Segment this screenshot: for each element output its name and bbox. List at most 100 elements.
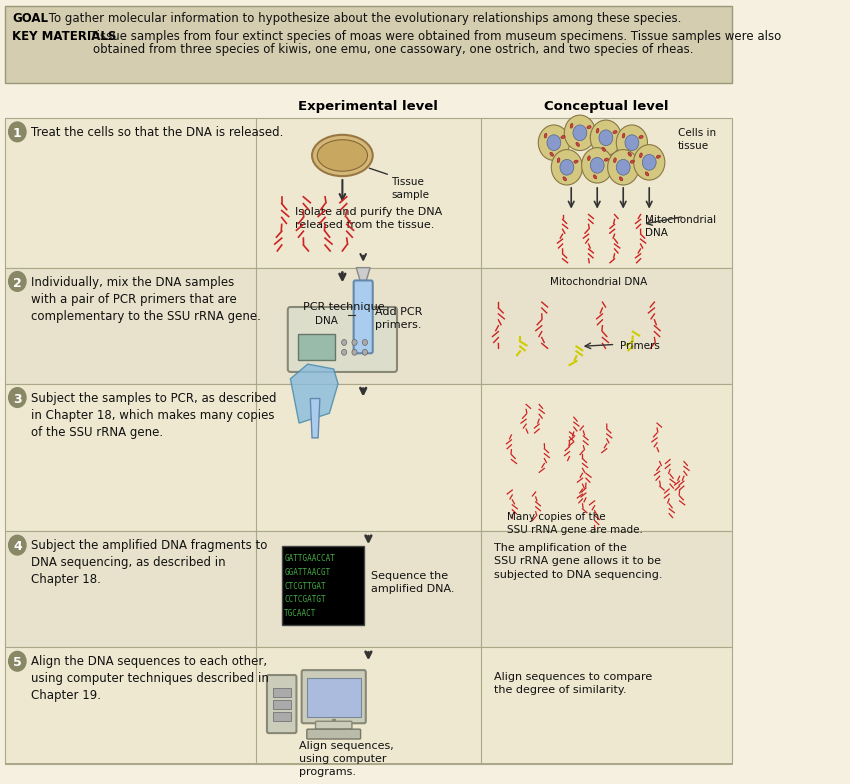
FancyBboxPatch shape	[307, 729, 360, 739]
Text: 1: 1	[13, 127, 22, 140]
Ellipse shape	[620, 177, 623, 181]
Ellipse shape	[645, 172, 649, 176]
Text: Tissue samples from four extinct species of moas were obtained from museum speci: Tissue samples from four extinct species…	[86, 30, 781, 42]
Text: Primers: Primers	[620, 342, 660, 351]
Ellipse shape	[628, 152, 632, 156]
Circle shape	[362, 350, 367, 355]
Circle shape	[616, 159, 630, 175]
Text: GOAL: GOAL	[12, 12, 48, 25]
Text: GGATTAACGT: GGATTAACGT	[284, 568, 331, 577]
Circle shape	[564, 115, 596, 151]
Ellipse shape	[639, 136, 643, 139]
Ellipse shape	[630, 160, 634, 163]
Ellipse shape	[544, 133, 547, 138]
FancyBboxPatch shape	[354, 281, 372, 354]
Circle shape	[643, 154, 656, 170]
Text: 4: 4	[13, 540, 22, 554]
Text: 3: 3	[13, 393, 21, 405]
Ellipse shape	[593, 175, 597, 179]
Ellipse shape	[557, 158, 560, 162]
Text: Align the DNA sequences to each other,
using computer techniques described in
Ch: Align the DNA sequences to each other, u…	[31, 655, 269, 702]
FancyBboxPatch shape	[273, 688, 291, 697]
Text: Cells in
tissue: Cells in tissue	[677, 128, 716, 151]
Circle shape	[8, 122, 26, 142]
FancyBboxPatch shape	[5, 118, 732, 267]
Circle shape	[342, 339, 347, 346]
Circle shape	[342, 350, 347, 355]
Ellipse shape	[550, 152, 553, 156]
Circle shape	[362, 339, 367, 346]
Ellipse shape	[576, 143, 580, 147]
Text: Experimental level: Experimental level	[298, 100, 439, 114]
Text: To gather molecular information to hypothesize about the evolutionary relationsh: To gather molecular information to hypot…	[45, 12, 682, 25]
FancyBboxPatch shape	[267, 675, 297, 733]
Ellipse shape	[570, 123, 573, 128]
Ellipse shape	[622, 133, 625, 138]
Ellipse shape	[317, 140, 367, 171]
Text: Treat the cells so that the DNA is released.: Treat the cells so that the DNA is relea…	[31, 126, 284, 139]
Text: Conceptual level: Conceptual level	[544, 100, 668, 114]
Circle shape	[608, 150, 639, 185]
Ellipse shape	[602, 147, 605, 151]
Text: Subject the samples to PCR, as described
in Chapter 18, which makes many copies
: Subject the samples to PCR, as described…	[31, 392, 277, 438]
Text: Mitochondrial DNA: Mitochondrial DNA	[551, 278, 648, 288]
Circle shape	[616, 125, 648, 161]
FancyBboxPatch shape	[315, 721, 352, 729]
Ellipse shape	[312, 135, 372, 176]
Ellipse shape	[614, 158, 616, 162]
FancyBboxPatch shape	[307, 678, 360, 717]
Circle shape	[590, 158, 604, 173]
Text: Align sequences to compare
the degree of similarity.: Align sequences to compare the degree of…	[494, 672, 652, 695]
Ellipse shape	[656, 155, 660, 158]
Circle shape	[352, 350, 357, 355]
Ellipse shape	[596, 129, 599, 133]
Polygon shape	[356, 267, 370, 282]
Circle shape	[8, 652, 26, 671]
Circle shape	[8, 535, 26, 555]
Text: Individually, mix the DNA samples
with a pair of PCR primers that are
complement: Individually, mix the DNA samples with a…	[31, 275, 261, 322]
FancyBboxPatch shape	[5, 532, 732, 648]
Text: Tissue
sample: Tissue sample	[391, 177, 429, 201]
Circle shape	[581, 147, 613, 183]
Ellipse shape	[639, 153, 643, 158]
Circle shape	[633, 145, 665, 180]
FancyBboxPatch shape	[302, 670, 366, 724]
Ellipse shape	[574, 160, 578, 163]
Circle shape	[599, 130, 613, 146]
Circle shape	[590, 120, 621, 155]
FancyBboxPatch shape	[5, 383, 732, 532]
Circle shape	[552, 150, 582, 185]
Circle shape	[547, 135, 561, 151]
Text: GATTGAACCAT: GATTGAACCAT	[284, 554, 335, 563]
FancyBboxPatch shape	[281, 546, 364, 625]
Text: Subject the amplified DNA fragments to
DNA sequencing, as described in
Chapter 1: Subject the amplified DNA fragments to D…	[31, 539, 268, 586]
Circle shape	[573, 125, 586, 140]
Circle shape	[8, 271, 26, 292]
Text: PCR technique: PCR technique	[303, 302, 385, 312]
Circle shape	[560, 159, 574, 175]
Text: 5: 5	[13, 656, 22, 670]
Text: obtained from three species of kiwis, one emu, one cassowary, one ostrich, and t: obtained from three species of kiwis, on…	[93, 43, 694, 56]
FancyBboxPatch shape	[298, 333, 335, 360]
FancyBboxPatch shape	[273, 712, 291, 720]
Circle shape	[8, 388, 26, 408]
Text: TGCAACT: TGCAACT	[284, 609, 317, 618]
Polygon shape	[291, 364, 338, 423]
Text: KEY MATERIALS: KEY MATERIALS	[12, 30, 116, 42]
Ellipse shape	[587, 156, 590, 161]
Text: CCTCGATGT: CCTCGATGT	[284, 595, 326, 604]
FancyBboxPatch shape	[5, 648, 732, 764]
FancyBboxPatch shape	[273, 700, 291, 709]
Ellipse shape	[563, 177, 566, 181]
Text: The amplification of the
SSU rRNA gene allows it to be
subjected to DNA sequenci: The amplification of the SSU rRNA gene a…	[494, 543, 662, 579]
Ellipse shape	[586, 125, 591, 129]
Ellipse shape	[561, 136, 565, 139]
Circle shape	[538, 125, 570, 161]
Text: 2: 2	[13, 277, 22, 289]
Circle shape	[352, 339, 357, 346]
Text: Sequence the
amplified DNA.: Sequence the amplified DNA.	[371, 571, 455, 594]
Text: Add PCR
primers.: Add PCR primers.	[376, 307, 422, 330]
Text: Mitochondrial
DNA: Mitochondrial DNA	[645, 215, 716, 238]
Ellipse shape	[613, 131, 617, 133]
Polygon shape	[310, 398, 320, 438]
